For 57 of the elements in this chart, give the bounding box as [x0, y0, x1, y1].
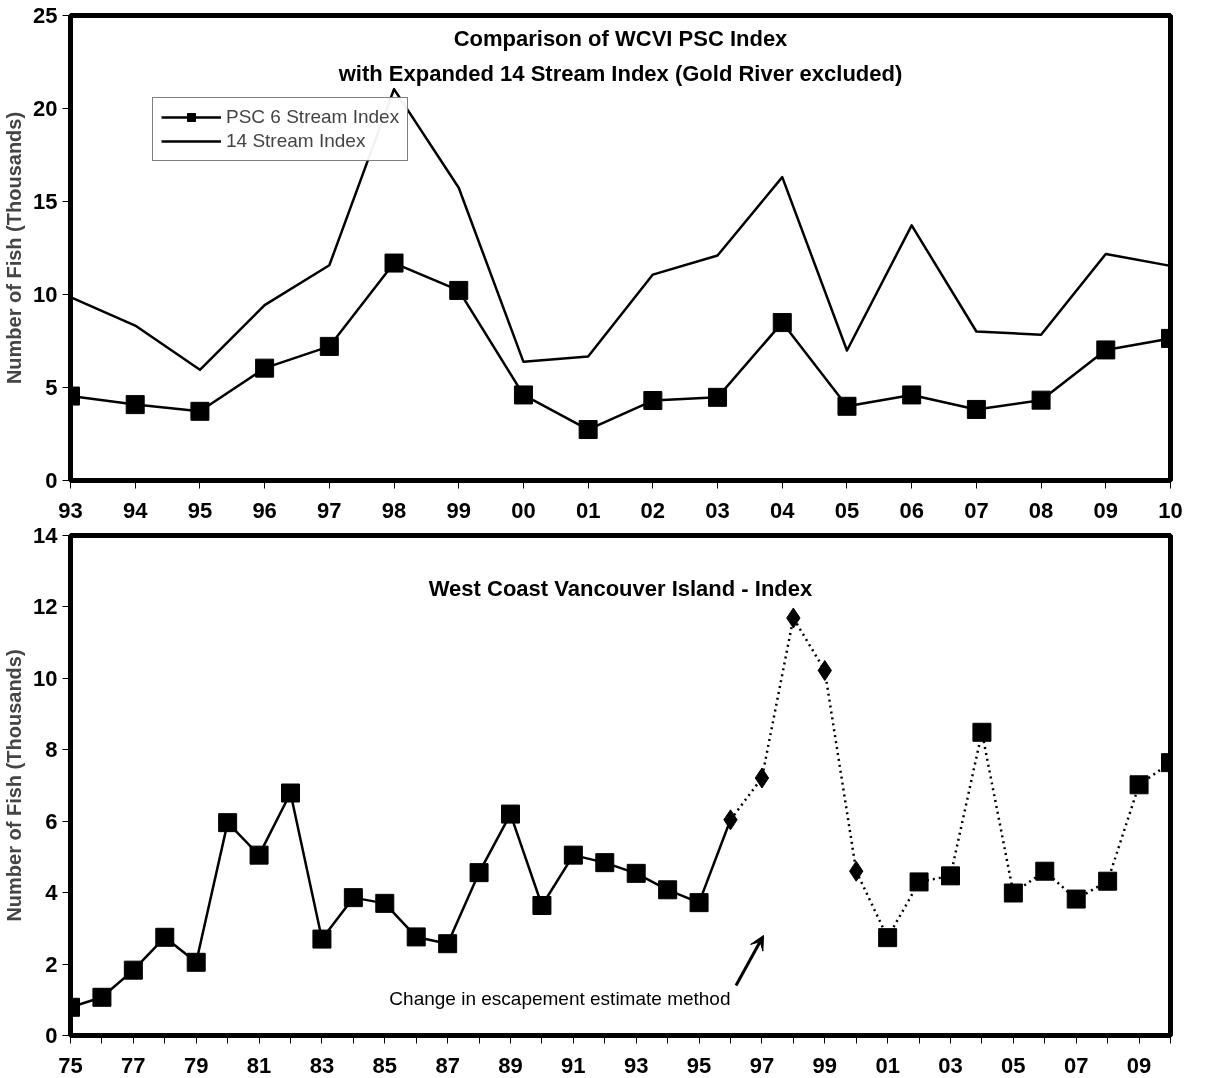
- legend-label: 14 Stream Index: [226, 130, 366, 152]
- x-tick-label: 09: [1126, 1052, 1152, 1078]
- x-tick-label: 81: [246, 1052, 272, 1078]
- x-tick-label: 05: [1001, 1052, 1026, 1078]
- y-tick-label: 12: [33, 594, 58, 620]
- text: Comparison of WCVI PSC Index with Expanded 14 Stream Index (Gold River excluded): [337, 26, 903, 87]
- x-tick-label: 93: [58, 497, 83, 523]
- y-tick-label: 5: [45, 375, 58, 400]
- y-tick-label: 15: [33, 189, 58, 214]
- x-tick-label: 02: [640, 497, 666, 523]
- x-tick-label: 00: [511, 497, 536, 523]
- y-tick-label: 25: [33, 3, 58, 28]
- x-tick-label: 79: [183, 1052, 209, 1078]
- x-tick-label: 99: [446, 497, 471, 523]
- y-tick-label: 10: [33, 282, 58, 307]
- x-tick-label: 01: [575, 497, 601, 523]
- y-tick-label: 4: [45, 880, 59, 906]
- x-tick-label: 05: [834, 497, 860, 523]
- x-tick-label: 10: [1158, 497, 1183, 523]
- x-tick-label: 87: [435, 1052, 460, 1078]
- y-tick-label: 6: [45, 808, 58, 834]
- y-tick-label: 10: [33, 665, 58, 691]
- x-tick-label: 93: [623, 1052, 649, 1078]
- x-tick-label: 09: [1093, 497, 1119, 523]
- x-tick-label: 07: [1063, 1052, 1089, 1078]
- x-tick-label: 99: [812, 1052, 838, 1078]
- y-tick-label: 0: [45, 1023, 58, 1048]
- x-tick-label: 96: [252, 497, 277, 523]
- x-tick-label: 83: [309, 1052, 335, 1078]
- x-tick-label: 97: [317, 497, 342, 523]
- x-tick-label: 03: [938, 1052, 963, 1078]
- y-axis-title: Number of Fish (Thousands): [3, 111, 26, 385]
- x-tick-label: 95: [187, 497, 213, 523]
- y-tick-label: 14: [33, 523, 59, 548]
- x-tick-label: 06: [899, 497, 924, 523]
- x-tick-label: 08: [1028, 497, 1054, 523]
- y-tick-label: 20: [33, 96, 58, 121]
- text: West Coast Vancouver Island - Index: [428, 575, 814, 601]
- x-tick-label: 94: [122, 497, 149, 523]
- annotation: Change in escapement estimate method: [389, 987, 731, 1009]
- x-tick-label: 03: [705, 497, 730, 523]
- x-tick-label: 85: [372, 1052, 398, 1078]
- y-tick-label: 8: [45, 737, 58, 763]
- x-tick-label: 04: [770, 497, 796, 523]
- x-tick-label: 91: [561, 1052, 586, 1078]
- x-tick-label: 07: [964, 497, 989, 523]
- x-tick-label: 01: [875, 1052, 900, 1078]
- y-axis-title: Number of Fish (Thousands): [3, 649, 26, 922]
- legend-label: PSC 6 Stream Index: [226, 106, 400, 128]
- x-tick-label: 77: [121, 1052, 146, 1078]
- x-tick-label: 97: [749, 1052, 775, 1078]
- x-tick-label: 89: [498, 1052, 523, 1078]
- x-tick-label: 98: [381, 497, 407, 523]
- x-tick-label: 95: [686, 1052, 712, 1078]
- y-tick-label: 2: [45, 951, 58, 977]
- y-tick-label: 0: [45, 468, 58, 493]
- x-tick-label: 75: [58, 1052, 83, 1078]
